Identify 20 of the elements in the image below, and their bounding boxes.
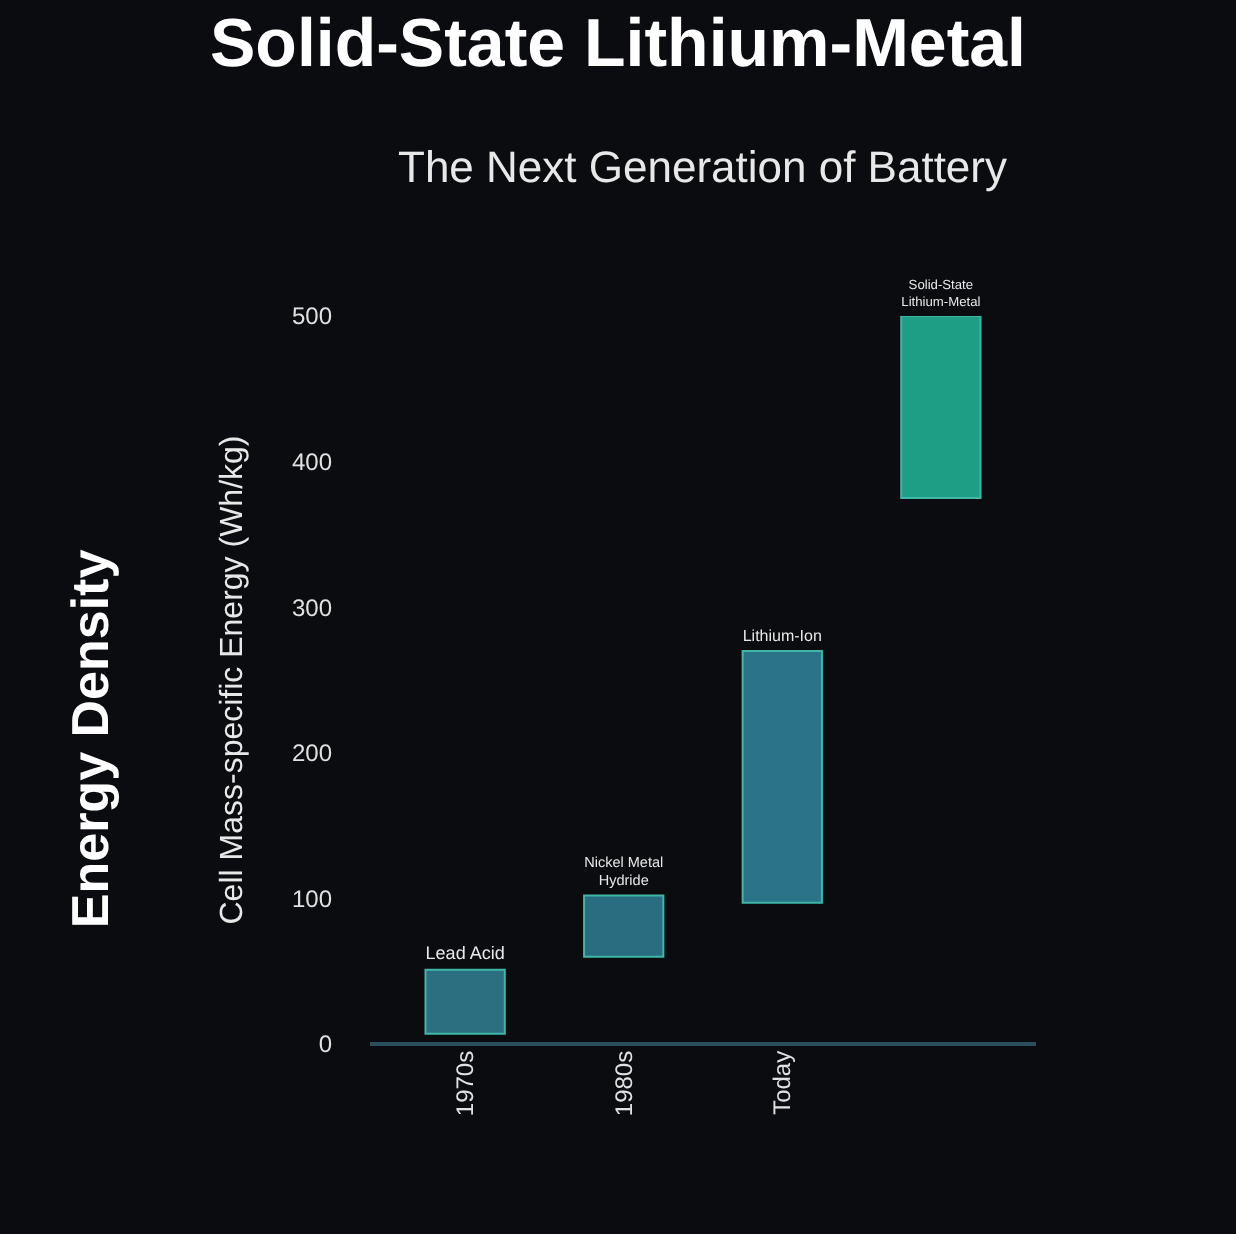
y-tick-label: 0 [318, 1030, 333, 1059]
bar [583, 894, 665, 958]
text: Energy Density [59, 548, 120, 929]
y-axis-title: Cell Mass-specific Energy (Wh/kg) [215, 435, 250, 925]
y-tick-label: 200 [291, 739, 333, 768]
x-tick-label: Today [768, 1050, 797, 1115]
bar [741, 649, 823, 904]
y-tick-label: 500 [291, 302, 333, 331]
x-tick-label: 1970s [450, 1050, 479, 1117]
data-label: Nickel Metal Hydride [584, 852, 665, 890]
data-label: Lithium-Ion [742, 626, 822, 645]
x-tick-label: 1980s [609, 1050, 638, 1117]
data-label: Lead Acid [425, 942, 505, 963]
y-tick-label: 300 [291, 593, 333, 622]
y-tick-label: 100 [291, 884, 333, 913]
chart-title: Solid-State Lithium-Metal [210, 6, 1026, 83]
bar [900, 316, 982, 499]
chart-subtitle: The Next Generation of Battery [398, 142, 1007, 192]
bar [424, 968, 506, 1035]
y-tick-label: 400 [291, 448, 333, 476]
